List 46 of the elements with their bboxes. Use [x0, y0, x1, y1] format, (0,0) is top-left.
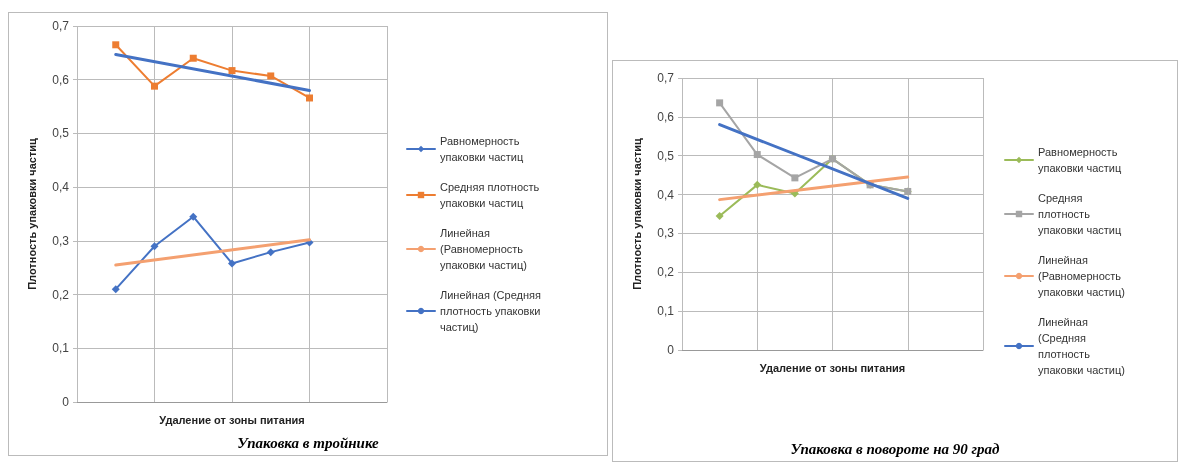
- point: [189, 212, 198, 221]
- text: Упаковка в тройнике: [237, 434, 380, 451]
- y-tick-label: 0,2: [657, 265, 675, 280]
- y-tick-label: 0,6: [657, 109, 675, 124]
- y-tick-label: 0,3: [657, 226, 675, 241]
- y-tick-label: 0: [62, 395, 70, 409]
- y-tick-label: 0,3: [52, 233, 70, 248]
- legend-label: Линейная (Равномерность упаковки частиц): [440, 227, 527, 271]
- legend-label: Линейная (Средняя плотность упаковки частиц): [1038, 316, 1125, 376]
- legend-label: Линейная (Средняя плотность упаковки частиц): [440, 289, 544, 333]
- point: [112, 41, 120, 49]
- y-tick-label: 0,2: [52, 287, 70, 302]
- y-tick-label: 0: [667, 343, 675, 357]
- y-axis-title: Плотность упаковки частиц: [25, 137, 38, 290]
- legend-label: Линейная (Равномерность упаковки частиц): [1038, 254, 1125, 298]
- legend-label: Равномерность упаковки частиц: [1038, 146, 1123, 174]
- legend-label: Средняя плотность упаковки частиц: [440, 181, 543, 209]
- point: [791, 174, 799, 182]
- y-tick-label: 0,7: [52, 19, 70, 33]
- text: Упаковка в повороте на 90 град: [790, 440, 1001, 457]
- legend-label: Средняя плотность упаковки частиц: [1038, 192, 1123, 236]
- y-tick-label: 0,7: [657, 71, 675, 85]
- legend-label: Равномерность упаковки частиц: [440, 135, 525, 163]
- point: [151, 82, 158, 90]
- point: [753, 151, 761, 159]
- point: [715, 211, 724, 220]
- y-tick-label: 0,4: [657, 187, 675, 202]
- point: [267, 72, 275, 80]
- y-tick-label: 0,4: [52, 180, 70, 195]
- y-tick-label: 0,6: [52, 72, 70, 87]
- point: [228, 259, 236, 268]
- x-axis-title: Удаление от зоны питания: [759, 362, 906, 375]
- y-tick-label: 0,1: [657, 304, 675, 319]
- point: [228, 67, 236, 75]
- y-tick-label: 0,5: [52, 126, 70, 141]
- point: [716, 99, 724, 107]
- point: [111, 285, 120, 294]
- point: [306, 94, 313, 102]
- y-tick-label: 0,5: [657, 148, 675, 163]
- point: [266, 248, 275, 257]
- point: [189, 54, 197, 62]
- y-tick-label: 0,1: [52, 341, 70, 356]
- x-axis-title: Удаление от зоны питания: [159, 414, 305, 427]
- point: [753, 180, 762, 189]
- y-axis-title: Плотность упаковки частиц: [630, 137, 643, 290]
- point: [150, 242, 159, 251]
